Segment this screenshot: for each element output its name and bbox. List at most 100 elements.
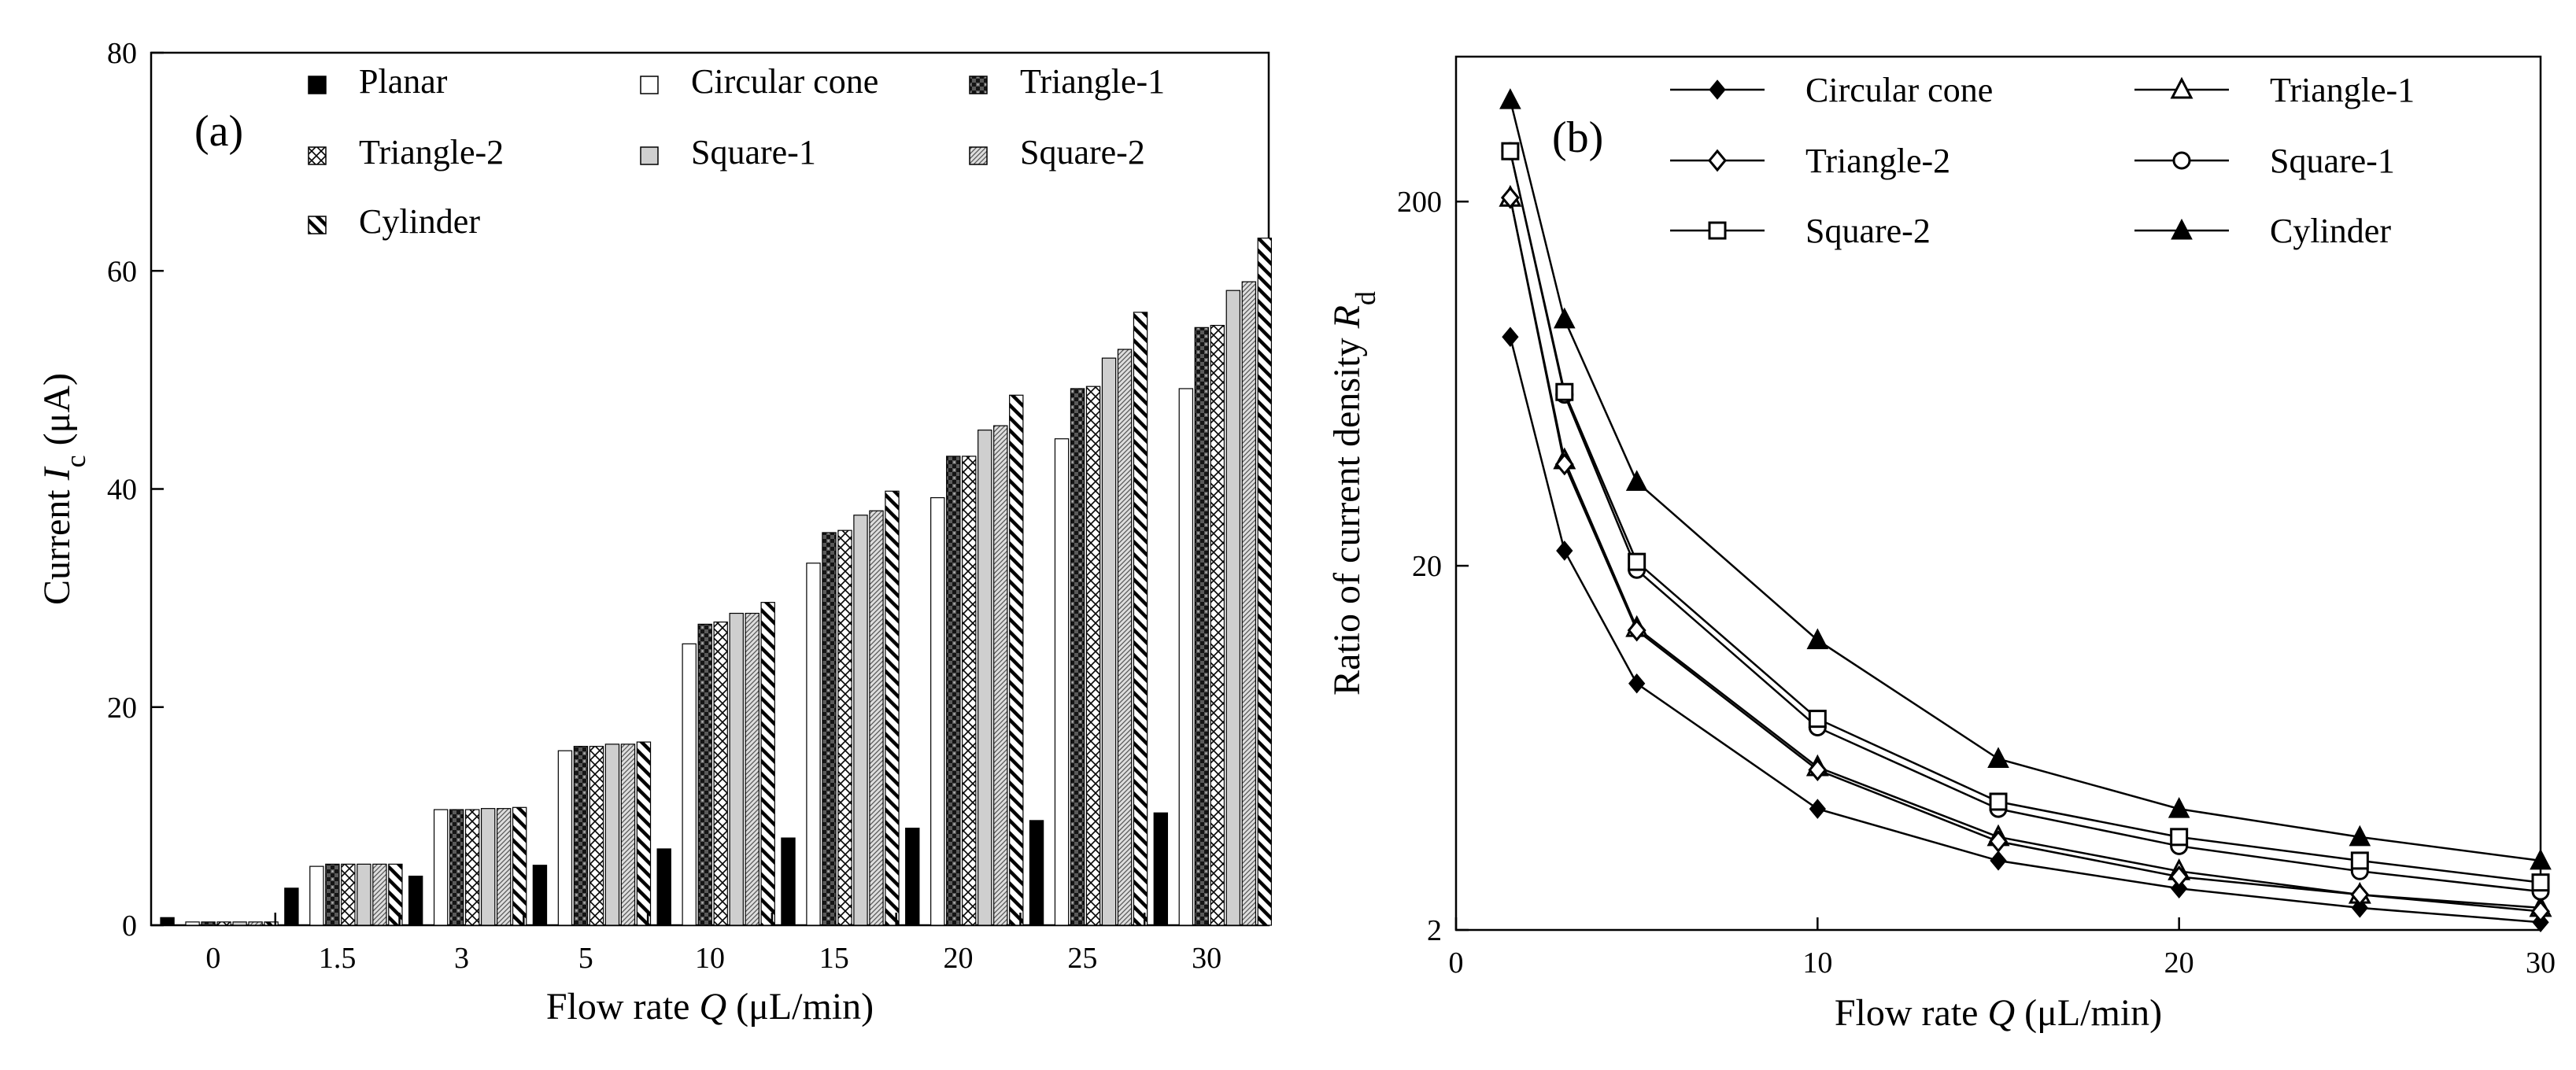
bar-circular-cone (806, 563, 821, 926)
point-cylinder (2530, 848, 2552, 870)
x-tick-label: 30 (2526, 946, 2556, 980)
bar-triangle-2 (464, 809, 480, 926)
point-cylinder (2349, 825, 2371, 847)
bar-triangle-2 (1085, 386, 1101, 926)
bar-planar (160, 917, 175, 926)
bar-triangle-2 (216, 921, 231, 926)
series-line-triangle-2 (1509, 197, 2541, 913)
point-cylinder (1987, 747, 2009, 769)
series-line-circular-cone (1509, 336, 2541, 924)
bar-cylinder (1257, 238, 1273, 926)
legend-label: Triangle-2 (1805, 142, 1950, 180)
point-square-2 (2350, 851, 2369, 870)
point-circular-cone (1809, 799, 1826, 819)
legend-label: Triangle-1 (2270, 71, 2415, 109)
y-tick-label: 20 (107, 692, 137, 725)
legend-swatch (640, 76, 659, 94)
bar-square-2 (745, 612, 759, 926)
bar-square-1 (480, 808, 496, 926)
legend-marker (2172, 151, 2191, 170)
bar-triangle-1 (325, 863, 340, 926)
point-triangle-2 (2531, 899, 2550, 923)
y-tick-label: 0 (122, 910, 137, 943)
bar-square-2 (869, 510, 884, 926)
series-line-cylinder (1509, 99, 2541, 862)
point-square-2 (2531, 873, 2550, 892)
point-triangle-2 (1989, 830, 2008, 853)
bar-cylinder (388, 863, 403, 926)
legend-label: Square-1 (2270, 142, 2395, 180)
legend-label: Cylinder (2270, 212, 2391, 250)
legend-swatch (969, 76, 988, 94)
bar-square-1 (604, 743, 620, 926)
y-tick-label: 60 (107, 255, 137, 288)
bar-triangle-1 (697, 623, 712, 926)
bar-square-1 (729, 612, 744, 926)
legend-marker (2171, 218, 2193, 240)
y-axis-label: Ratio of current density Rd (1326, 291, 1381, 696)
bar-circular-cone (1054, 438, 1070, 926)
bar-triangle-2 (341, 863, 356, 926)
bar-circular-cone (185, 921, 200, 926)
point-circular-cone (1502, 327, 1519, 348)
legend-swatch (969, 146, 988, 165)
point-triangle-2 (1627, 618, 1646, 642)
legend-marker (2170, 76, 2193, 99)
point-circular-cone (1990, 850, 2007, 871)
bar-triangle-1 (1194, 327, 1210, 926)
legend-marker (1708, 149, 1727, 172)
bar-planar (656, 848, 671, 926)
bar-cylinder (885, 490, 900, 926)
bar-triangle-1 (1070, 388, 1085, 926)
bar-triangle-1 (449, 809, 464, 926)
x-tick-label: 1.5 (319, 942, 357, 975)
point-cylinder (1499, 88, 1521, 109)
point-triangle-2 (2350, 883, 2370, 906)
y-tick-label: 200 (1397, 186, 1442, 219)
point-cylinder (2168, 797, 2190, 818)
bar-circular-cone (682, 643, 697, 926)
x-tick-label: 30 (1192, 942, 1221, 975)
bar-triangle-1 (573, 746, 589, 926)
legend-label: Planar (359, 62, 448, 101)
point-circular-cone (1556, 541, 1573, 561)
bar-triangle-2 (589, 746, 604, 926)
bar-square-1 (232, 921, 247, 926)
bar-planar (781, 837, 796, 926)
bar-planar (532, 865, 548, 926)
point-cylinder (1806, 628, 1829, 650)
legend-label: Square-2 (1805, 212, 1931, 250)
bar-planar (284, 887, 299, 926)
bar-planar (1153, 812, 1169, 926)
point-cylinder (1553, 307, 1576, 329)
legend-swatch (640, 146, 659, 165)
bar-cylinder (1009, 394, 1024, 926)
point-square-2 (1555, 382, 1574, 401)
bar-square-2 (620, 743, 636, 926)
bar-square-1 (1101, 357, 1117, 926)
bar-square-2 (372, 863, 387, 926)
point-cylinder (1625, 470, 1648, 491)
y-tick-label: 2 (1427, 914, 1442, 947)
bar-circular-cone (930, 496, 945, 926)
x-axis-label: Flow rate Q (μL/min) (546, 986, 874, 1028)
point-triangle-2 (1808, 758, 1828, 781)
panel-label: (b) (1552, 113, 1603, 162)
bar-cylinder (264, 921, 279, 926)
bar-triangle-1 (946, 456, 961, 926)
legend-label: Square-1 (691, 133, 816, 172)
bar-planar (408, 876, 423, 926)
legend-label: Square-2 (1020, 133, 1145, 172)
x-tick-label: 0 (205, 942, 220, 975)
x-tick-label: 20 (944, 942, 974, 975)
bar-square-1 (853, 515, 868, 926)
bar-square-1 (357, 863, 371, 926)
x-tick-label: 3 (454, 942, 469, 975)
legend-label: Circular cone (691, 62, 878, 101)
x-tick-label: 5 (578, 942, 593, 975)
bar-circular-cone (1178, 388, 1194, 926)
x-tick-label: 20 (2164, 946, 2194, 980)
legend-marker (1708, 221, 1727, 240)
x-tick-label: 10 (695, 942, 725, 975)
legend-label: Triangle-2 (359, 133, 504, 172)
